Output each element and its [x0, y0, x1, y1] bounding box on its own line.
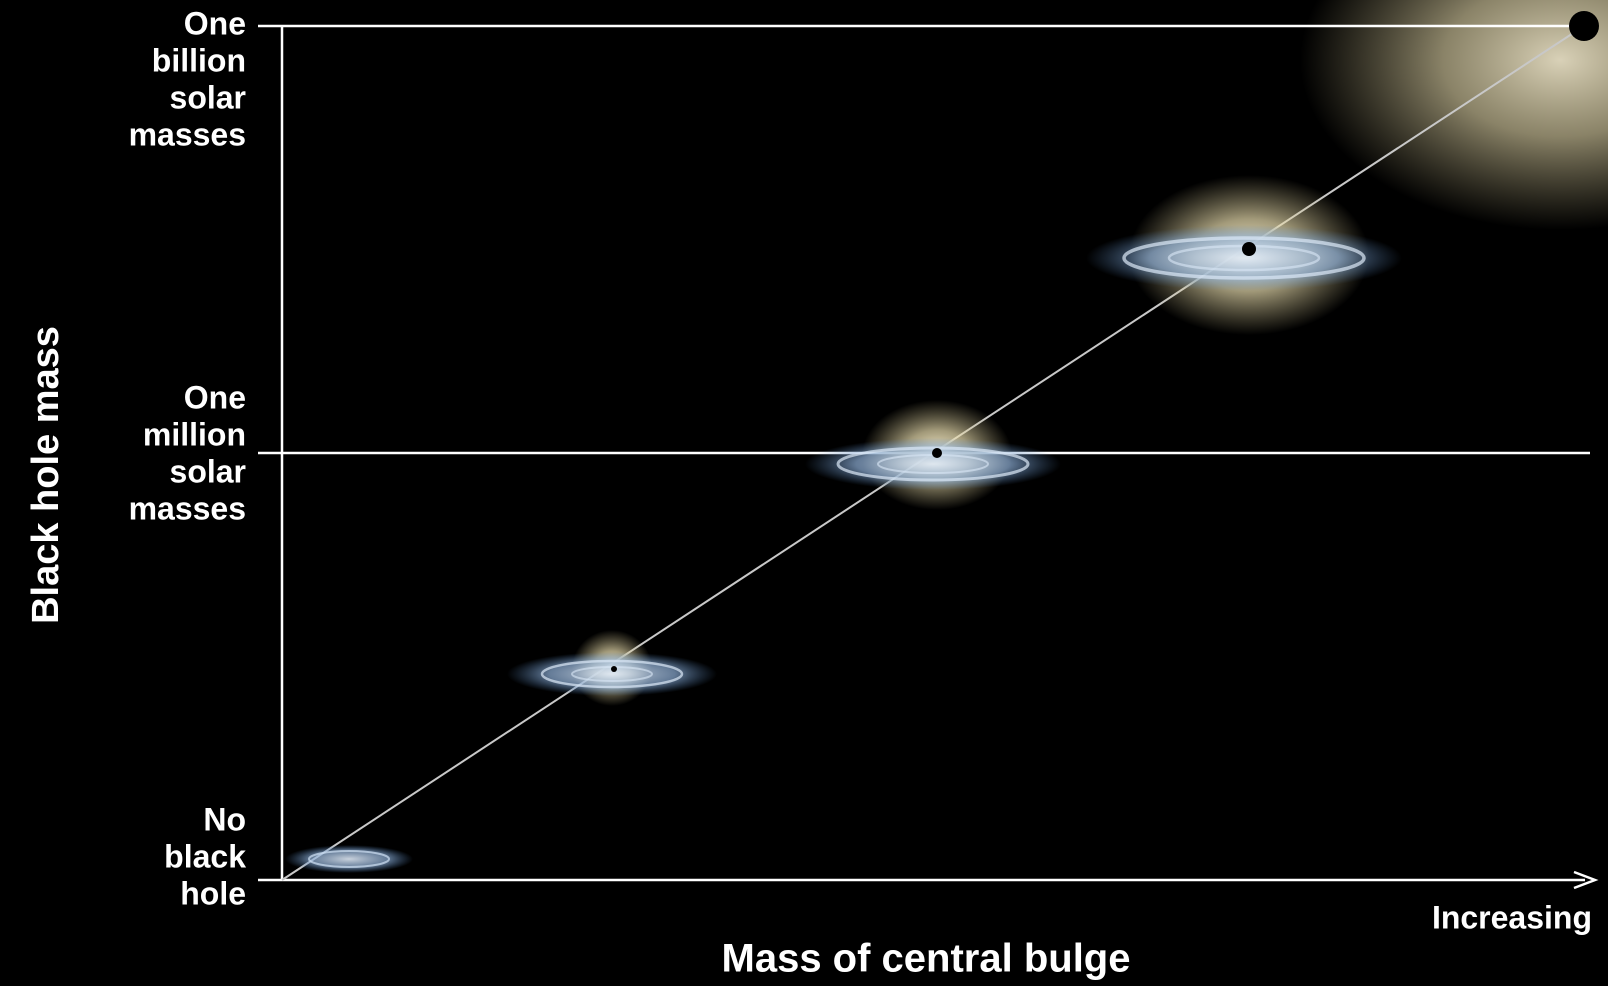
level-label-line: solar [170, 453, 246, 489]
level-label-line: solar [170, 79, 246, 115]
level-label-line: black [164, 838, 246, 874]
y-axis-title: Black hole mass [25, 326, 67, 624]
x-direction-label: Increasing [1432, 899, 1592, 935]
level-label-line: billion [152, 42, 246, 78]
x-axis-title: Mass of central bulge [722, 937, 1131, 981]
galaxy-small [285, 845, 413, 873]
level-label-line: masses [129, 490, 246, 526]
page: OnebillionsolarmassesOnemillionsolarmass… [0, 0, 1608, 986]
black-hole [932, 448, 942, 458]
diagram: OnebillionsolarmassesOnemillionsolarmass… [0, 0, 1608, 986]
black-hole [1242, 242, 1256, 256]
level-label-line: masses [129, 116, 246, 152]
level-label-line: One [184, 5, 246, 41]
level-label-line: One [184, 379, 246, 415]
level-label-line: No [203, 801, 246, 837]
black-hole [611, 666, 617, 672]
level-label-line: million [143, 416, 246, 452]
black-hole-giant [1569, 11, 1599, 41]
level-label-line: hole [180, 875, 246, 911]
